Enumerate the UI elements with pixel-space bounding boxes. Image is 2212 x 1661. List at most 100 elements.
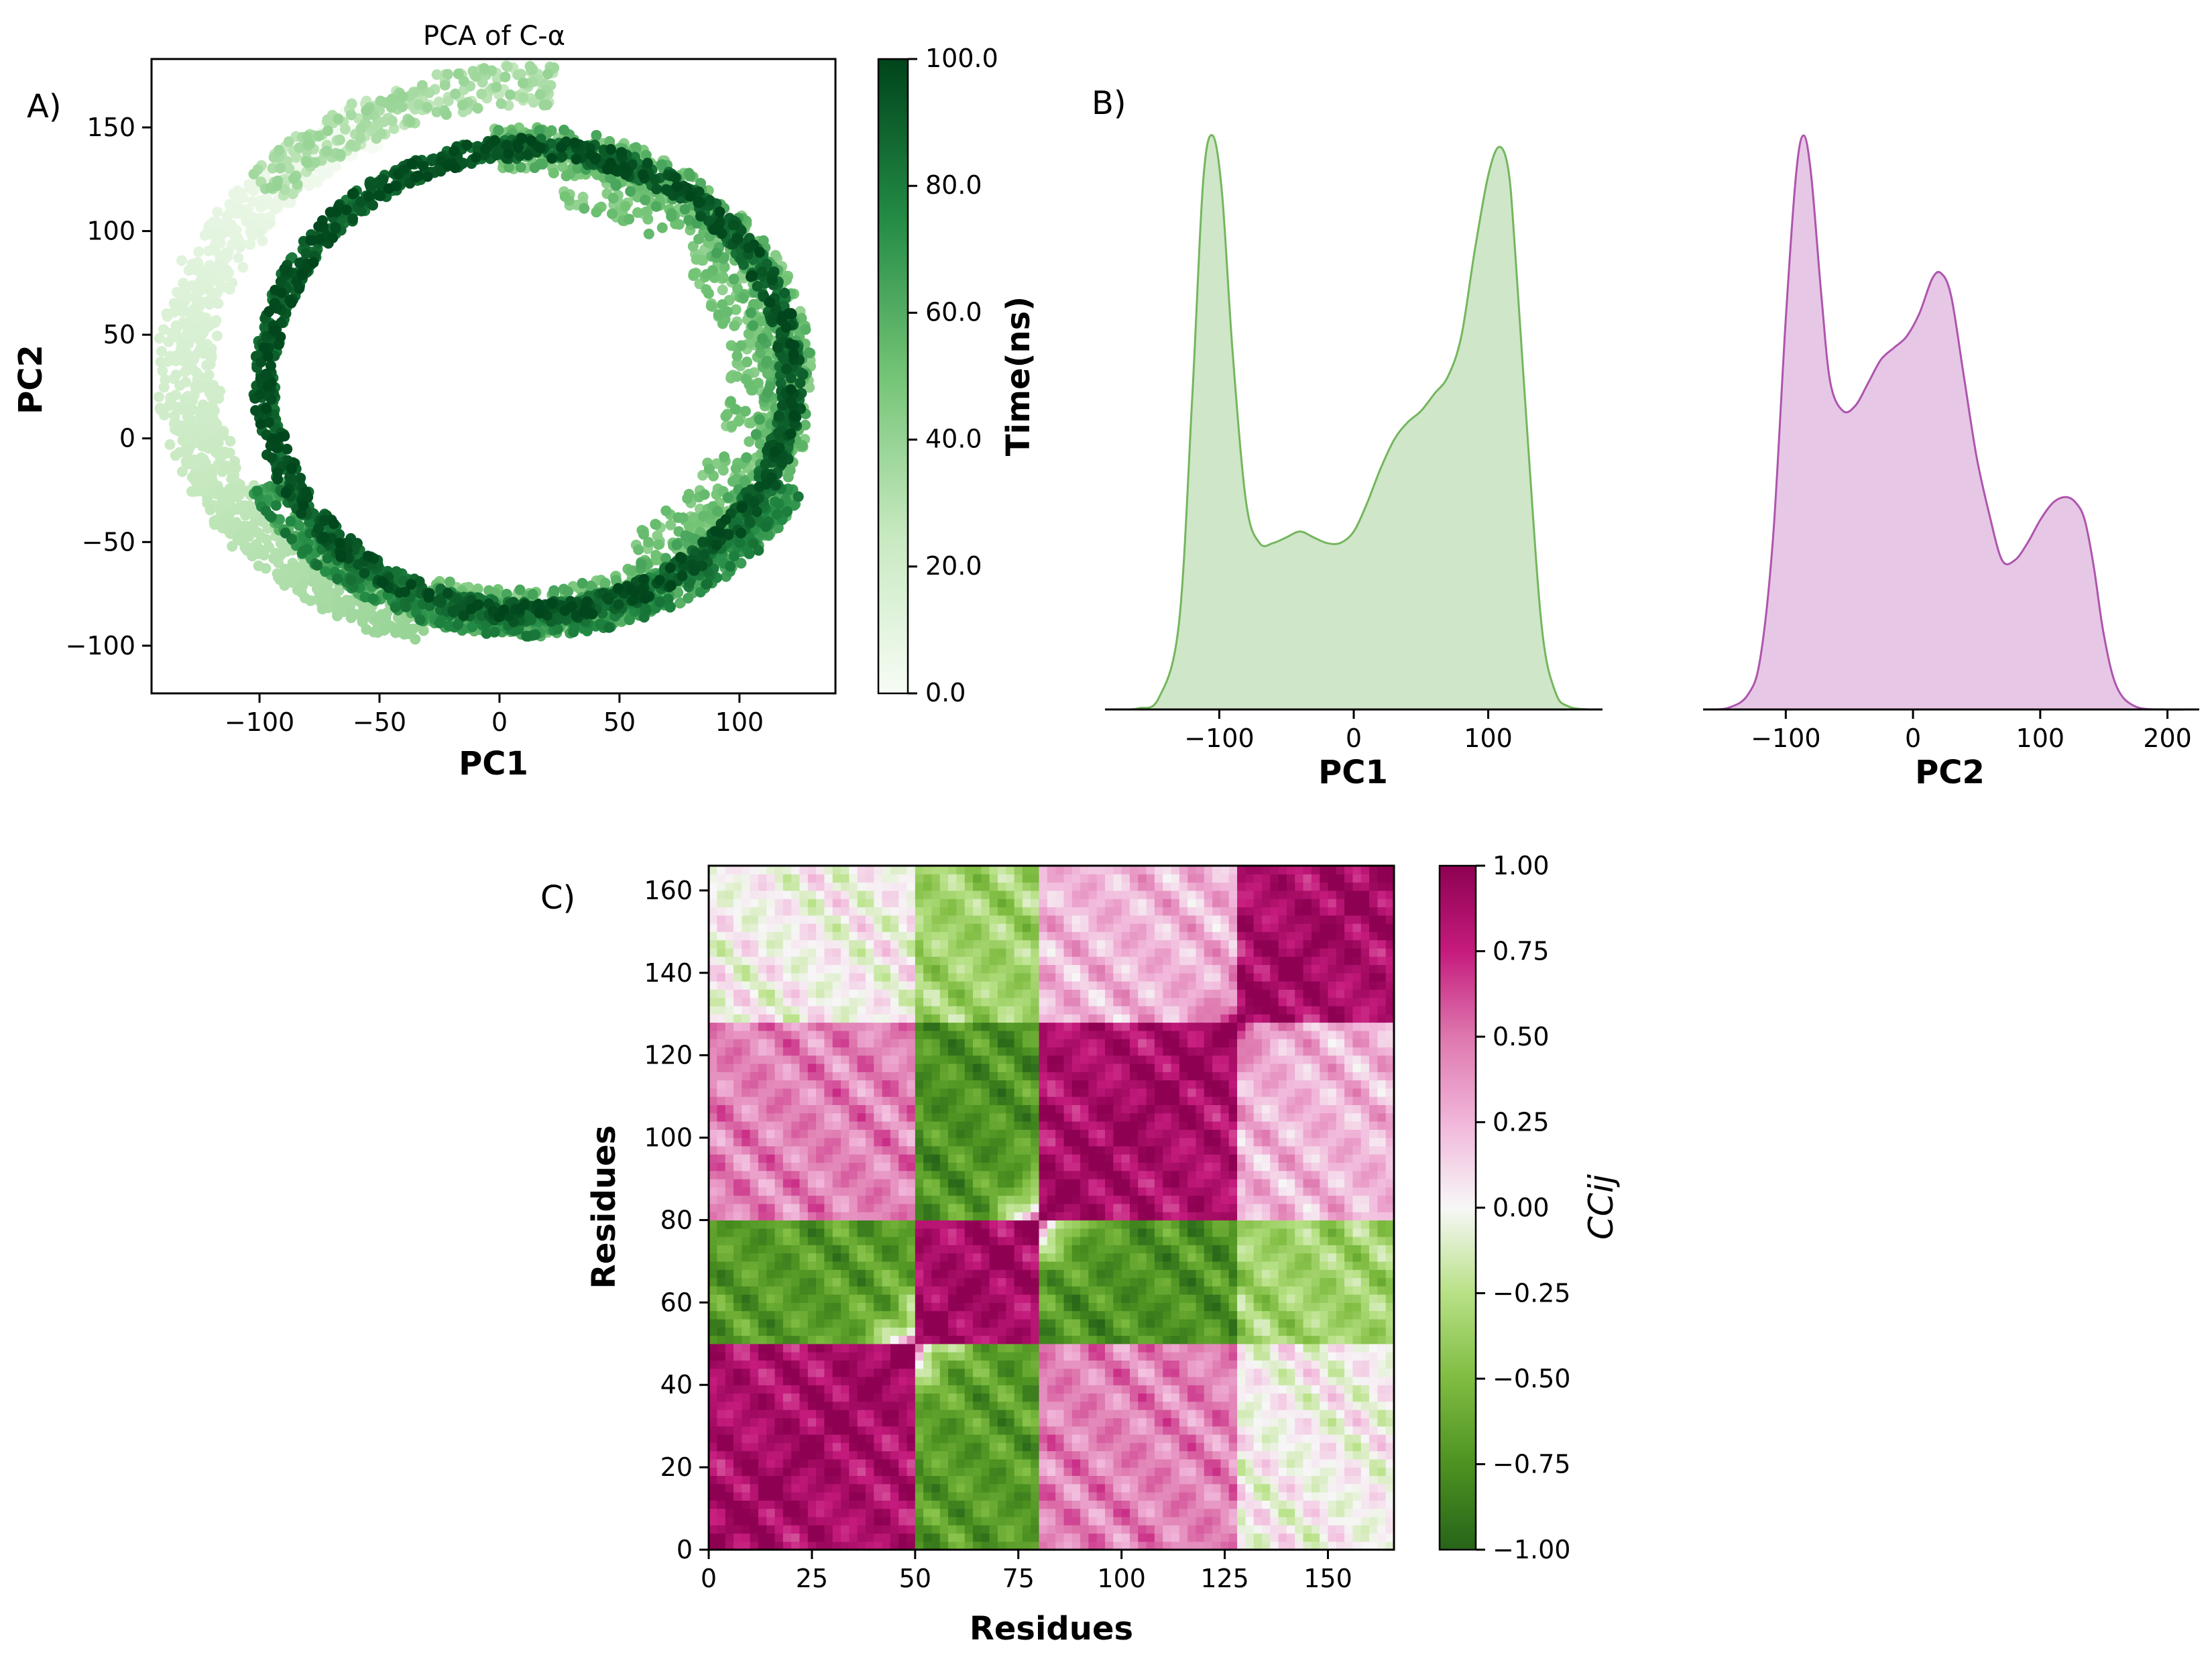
scatter-point: [650, 550, 662, 561]
scatter-point: [643, 228, 654, 239]
scatter-point: [546, 153, 558, 164]
heatmap-cell: [1212, 1533, 1222, 1542]
scatter-point: [404, 115, 416, 127]
scatter-point: [179, 366, 190, 378]
scatter-point: [213, 298, 224, 309]
scatter-point: [418, 160, 429, 172]
correlation-heatmap: [709, 866, 1395, 1550]
scatter-point: [760, 521, 772, 532]
scatter-point: [267, 162, 278, 174]
scatter-point: [275, 331, 286, 343]
scatter-point: [297, 269, 308, 280]
colorbar-tick-label: 20.0: [925, 551, 982, 581]
scatter-point: [233, 252, 244, 264]
scatter-point: [313, 130, 325, 141]
scatter-point: [245, 227, 256, 238]
heatmap-cell: [1204, 1533, 1213, 1542]
scatter-point: [386, 93, 398, 105]
scatter-point: [732, 357, 743, 369]
scatter-point: [280, 487, 292, 498]
scatter-xlabel: PC1: [459, 745, 528, 783]
scatter-point: [327, 232, 339, 243]
scatter-point: [505, 89, 516, 101]
heatmap-cell: [841, 1533, 850, 1542]
scatter-point: [727, 219, 739, 231]
scatter-point: [729, 320, 740, 331]
scatter-point: [607, 192, 619, 204]
kde-x-tick-label: 0: [1346, 724, 1362, 753]
scatter-point: [770, 249, 781, 261]
scatter-point: [321, 146, 333, 157]
scatter-point: [262, 351, 274, 362]
kde-fill: [1118, 135, 1589, 710]
x-tick-label: 50: [603, 707, 636, 737]
scatter-point: [271, 442, 282, 453]
scatter-point: [740, 406, 751, 417]
heatmap-cell: [750, 1533, 759, 1542]
scatter-point: [274, 432, 286, 443]
scatter-point: [534, 89, 546, 100]
scatter-point: [251, 485, 263, 497]
scatter-point: [493, 125, 504, 136]
scatter-point: [654, 575, 665, 586]
scatter-point: [480, 143, 491, 154]
scatter-point: [255, 199, 266, 210]
scatter-point: [261, 403, 272, 414]
scatter-point: [258, 549, 270, 561]
scatter-point: [712, 506, 723, 517]
scatter-point: [201, 359, 212, 371]
scatter-point: [177, 427, 188, 439]
heatmap-cell: [742, 1533, 751, 1542]
scatter-point: [282, 443, 293, 455]
scatter-point: [359, 567, 370, 579]
scatter-point: [548, 585, 560, 596]
scatter-point: [730, 304, 742, 315]
scatter-point: [579, 203, 590, 214]
kde-fill: [1709, 135, 2187, 710]
scatter-point: [732, 350, 743, 361]
scatter-point: [783, 308, 795, 319]
scatter-point: [452, 619, 463, 630]
heatmap-cell: [1154, 1533, 1163, 1542]
scatter-point: [264, 306, 275, 317]
scatter-point: [514, 584, 526, 595]
scatter-point: [571, 154, 582, 165]
scatter-point: [522, 149, 533, 160]
kde-pc1-plot: −100 0 100: [1105, 133, 1603, 753]
scatter-point: [650, 201, 662, 212]
panel-label-c: C): [540, 879, 575, 917]
scatter-point: [330, 221, 341, 233]
scatter-point: [339, 123, 351, 135]
scatter-point: [367, 593, 379, 604]
scatter-point: [640, 593, 651, 604]
scatter-point: [514, 604, 526, 616]
scatter-point: [470, 152, 481, 163]
scatter-point: [202, 371, 213, 383]
scatter-point: [607, 208, 618, 219]
scatter-point: [603, 594, 614, 606]
scatter-point: [613, 583, 624, 594]
scatter-point: [233, 193, 245, 205]
scatter-point: [392, 168, 404, 180]
scatter-point: [255, 418, 266, 430]
scatter-point: [362, 551, 373, 562]
scatter-point: [664, 563, 676, 573]
scatter-point: [744, 516, 755, 527]
heatmap-cell: [1286, 1533, 1295, 1542]
scatter-point: [308, 257, 319, 268]
scatter-point: [740, 374, 752, 385]
scatter-point: [616, 147, 628, 158]
scatter-point: [534, 142, 546, 154]
colorbar-tick-label: 80.0: [925, 170, 982, 200]
scatter-point: [310, 157, 321, 168]
heatmap-cell: [1022, 1533, 1031, 1542]
scatter-point: [346, 139, 357, 150]
heatmap-cell: [973, 1533, 982, 1542]
scatter-point: [345, 612, 357, 624]
scatter-point: [266, 394, 277, 405]
scatter-point: [628, 586, 640, 597]
scatter-point: [333, 113, 344, 125]
heatmap-cell: [1129, 1533, 1139, 1542]
scatter-point: [803, 347, 815, 358]
